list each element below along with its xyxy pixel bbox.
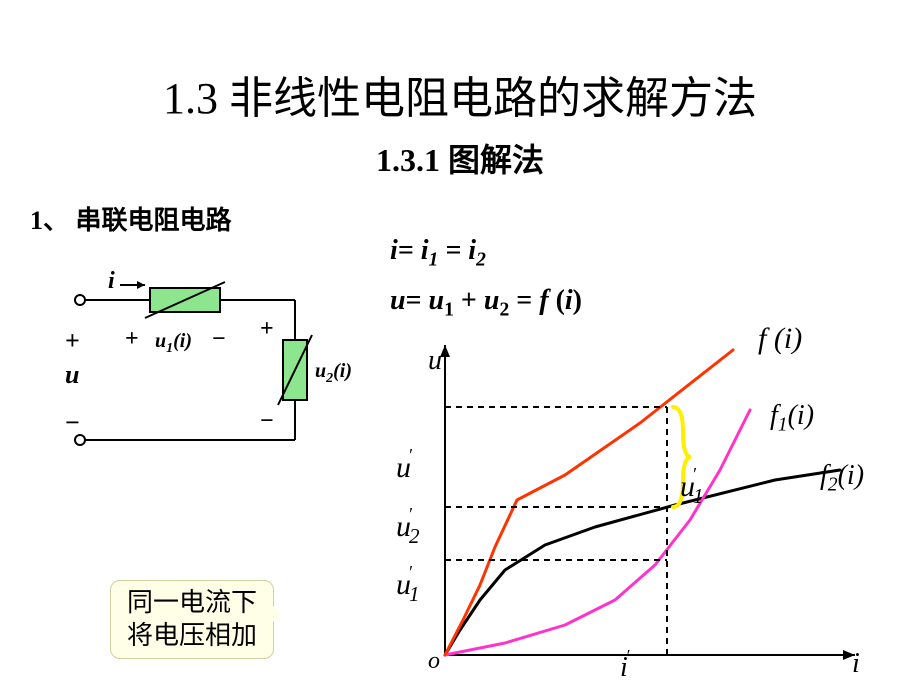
callout-box: 同一电流下 将电压相加 [110,580,274,659]
mark-u-prime: u′ [396,451,415,485]
eq-voltage: u= u1 + u2 = f (i) [390,285,582,322]
curve-label-f: f (i) [758,322,802,356]
axis-i: i [852,648,860,680]
eq-current: i= i1 = i2 [390,235,486,272]
label-i: i [108,268,115,295]
main-title: 1.3 非线性电阻电路的求解方法 [163,62,757,126]
curve-label-f2: f2(i) [820,460,864,497]
label-minus-r2: − [260,408,274,435]
section-heading: 1、 串联电阻电路 [30,200,232,237]
curve-label-f1: f1(i) [770,400,814,437]
subtitle: 1.3.1 图解法 [376,135,544,181]
label-plus-top: + [65,326,80,356]
axis-u: u [428,345,442,377]
label-u: u [65,360,79,390]
graph-chart [405,335,875,675]
label-plus-r1: + [125,326,139,353]
label-minus-r1: − [212,326,226,353]
mark-u2-prime: u′2 [396,510,425,549]
label-plus-r2: + [260,316,274,343]
mark-i-prime: i′ [620,652,631,684]
label-minus-bot: − [65,408,80,438]
label-u1: u1(i) [155,330,192,357]
mark-u1-brace: u′1 [680,470,709,509]
mark-u1-prime: u′1 [396,568,425,607]
label-u2: u2(i) [315,360,352,387]
axis-origin: o [428,648,440,675]
